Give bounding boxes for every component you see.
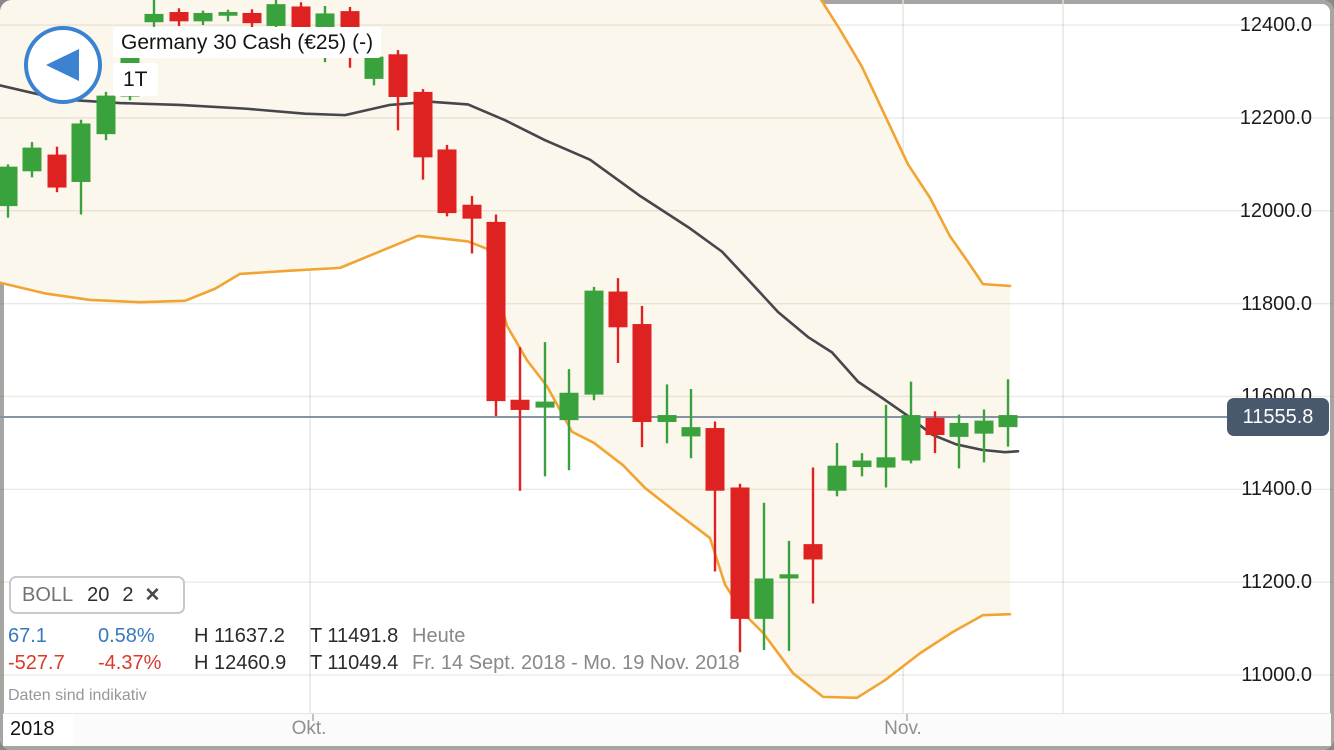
indicator-deviation: 2 [122,583,134,606]
low-today: T 11491.8 [310,625,399,647]
month-label: Nov. [884,718,922,739]
change-value-today: 67.1 [8,625,47,647]
candle-body [998,415,1018,428]
candle-body [779,574,799,579]
stats-row-today: 67.1 0.58% H 11637.2 T 11491.8 Heute [0,625,800,647]
candle-body [266,4,286,26]
indicator-name: BOLL [22,583,74,606]
candle-body [0,166,18,207]
candle-body [949,422,969,437]
indicator-boll-chip[interactable]: BOLL 20 2 ✕ [9,576,185,614]
candle-body [71,123,91,182]
candle-body [437,149,457,214]
bollinger-upper-band [819,0,1012,288]
high-today: H 11637.2 [194,625,285,647]
candle-body [413,91,433,158]
candle-body [584,290,604,395]
price-axis-label: 12200.0 [1239,106,1312,129]
candle-body [364,56,384,79]
candle-body [852,460,872,468]
candle-body [144,13,164,23]
candle-body [730,487,750,619]
high-period: H 12460.9 [194,652,287,674]
low-period: T 11049.4 [310,652,399,674]
candle-body [705,428,725,491]
change-value-period: -527.7 [8,652,65,674]
month-tick [906,714,908,721]
bollinger-band-fill [0,0,1010,698]
year-label: 2018 [3,714,73,746]
candle-body [608,291,628,328]
month-label: Okt. [291,718,327,739]
candle-body [559,392,579,421]
timeframe-button[interactable]: 1T [113,63,158,96]
candle-body [96,95,116,135]
candle-body [22,147,42,172]
candle-body [876,457,896,468]
candle-body [803,544,823,560]
candle-body [657,415,677,423]
candle-body [901,415,921,461]
current-price-badge: 11555.8 [1227,398,1329,436]
month-tick [312,714,314,721]
stats-row-period: -527.7 -4.37% H 12460.9 T 11049.4 Fr. 14… [0,652,800,674]
change-percent-today: 0.58% [98,625,155,647]
remove-indicator-icon[interactable]: ✕ [144,584,161,606]
disclaimer-text: Daten sind indikativ [8,687,147,704]
candle-body [535,401,555,408]
candle-body [754,578,774,619]
price-axis-label: 11400.0 [1241,478,1312,501]
candle-body [510,399,530,410]
candle-body [462,204,482,219]
time-axis: 2018 Okt. Nov. [3,713,1331,746]
price-axis-label: 11800.0 [1241,292,1312,315]
price-axis-label: 12400.0 [1239,14,1312,37]
candle-body [486,221,506,402]
candle-body [47,154,67,188]
candle-body [681,427,701,437]
indicator-period: 20 [87,583,110,606]
back-arrow-icon [24,26,102,104]
candle-body [632,324,652,423]
candle-body [193,12,213,22]
period-today-label: Heute [412,625,466,647]
candle-body [169,12,189,22]
bollinger-lower-band [0,234,1012,700]
price-axis-label: 12000.0 [1239,199,1312,222]
candle-body [925,417,945,436]
candle-body [242,12,262,24]
back-button[interactable] [22,24,104,106]
candle-body [218,12,238,16]
price-axis-label: 11200.0 [1241,571,1312,594]
candle-body [974,420,994,434]
candle-body [388,54,408,98]
price-axis-label: 11000.0 [1241,664,1312,687]
instrument-title: Germany 30 Cash (€25) (-) [113,27,382,58]
change-percent-period: -4.37% [98,652,162,674]
candle-body [827,465,847,491]
candlestick-chart[interactable] [0,0,1334,713]
period-range-label: Fr. 14 Sept. 2018 - Mo. 19 Nov. 2018 [412,652,740,674]
